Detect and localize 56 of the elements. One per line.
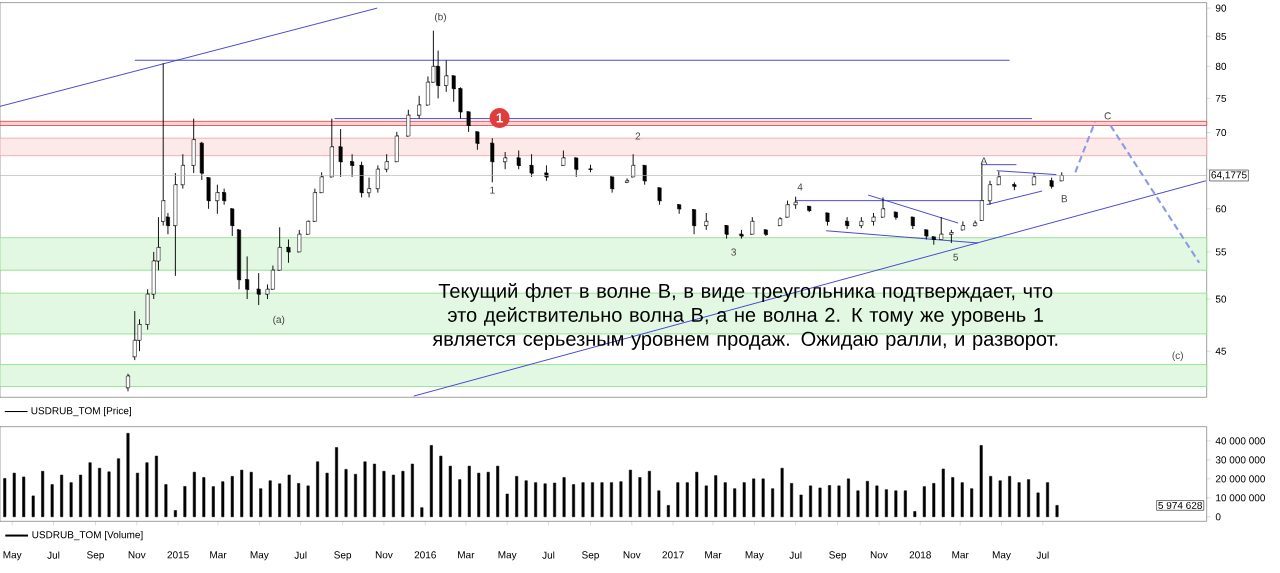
annotation: C <box>1104 112 1111 120</box>
annotation: 5 <box>953 253 959 261</box>
x-tick-label: Jul <box>1036 551 1049 559</box>
x-tick-label: Jul <box>294 551 307 559</box>
y-tick-label: 20 000 000 <box>1215 475 1266 483</box>
x-tick-label: Nov <box>375 551 393 559</box>
x-tick-label: Jul <box>789 551 802 559</box>
annotation: (c) <box>1172 351 1183 361</box>
x-tick-label: Mar <box>458 551 475 559</box>
x-tick-label: Sep <box>334 551 352 561</box>
y-tick-label: 0 <box>1215 513 1221 521</box>
x-tick-label: Mar <box>705 551 722 559</box>
annotation: A <box>980 157 988 165</box>
y-tick-label: 30 000 000 <box>1215 456 1266 464</box>
x-tick-label: May <box>3 551 22 561</box>
x-tick-label: Sep <box>829 551 847 561</box>
x-tick-label: Nov <box>623 551 641 559</box>
y-tick-label: 70 <box>1215 129 1227 137</box>
annotation: B <box>1061 195 1068 203</box>
annotation: 4 <box>797 183 803 191</box>
y-tick-label: 45 <box>1215 347 1227 355</box>
x-tick-label: May <box>745 551 764 561</box>
annotation: 3 <box>731 248 737 256</box>
legend-label: USDRUB_TOM [Price] <box>31 406 131 417</box>
x-tick-label: 2015 <box>167 551 189 559</box>
x-tick-label: May <box>498 551 517 561</box>
x-tick-label: 2017 <box>662 551 684 559</box>
y-tick-label: 80 <box>1215 62 1227 70</box>
y-tick-label: 10 000 000 <box>1216 494 1266 502</box>
annotation: (a) <box>273 315 285 325</box>
y-tick-label: 85 <box>1215 32 1227 40</box>
y-tick-label: 60 <box>1215 205 1227 213</box>
x-tick-label: Mar <box>210 551 227 559</box>
x-tick-label: Jul <box>47 551 60 559</box>
y-tick-label: 90 <box>1215 4 1227 12</box>
x-tick-label: Sep <box>582 551 599 561</box>
x-tick-label: May <box>250 551 269 561</box>
x-tick-label: May <box>992 551 1011 561</box>
x-tick-label: Mar <box>952 551 969 559</box>
x-tick-label: Sep <box>87 551 104 561</box>
x-tick-label: 2016 <box>414 551 436 559</box>
annotation: 5 974 628 <box>1158 501 1202 509</box>
y-tick-label: 55 <box>1215 248 1227 256</box>
annotation: 1 <box>496 113 503 123</box>
y-tick-label: 75 <box>1215 94 1227 102</box>
annotation: 1 <box>490 186 495 194</box>
y-tick-label: 40 000 000 <box>1215 437 1266 445</box>
legend-label: USDRUB_TOM [Volume] <box>32 530 143 541</box>
x-tick-label: Nov <box>128 551 146 559</box>
x-tick-label: 2018 <box>909 551 931 559</box>
ref-line-label: 64,1775 <box>1211 171 1247 180</box>
x-tick-label: Jul <box>542 551 555 559</box>
y-tick-label: 50 <box>1215 295 1227 303</box>
annotation: 2 <box>635 132 641 140</box>
annotation: (b) <box>434 12 446 23</box>
x-tick-label: Nov <box>870 551 888 559</box>
